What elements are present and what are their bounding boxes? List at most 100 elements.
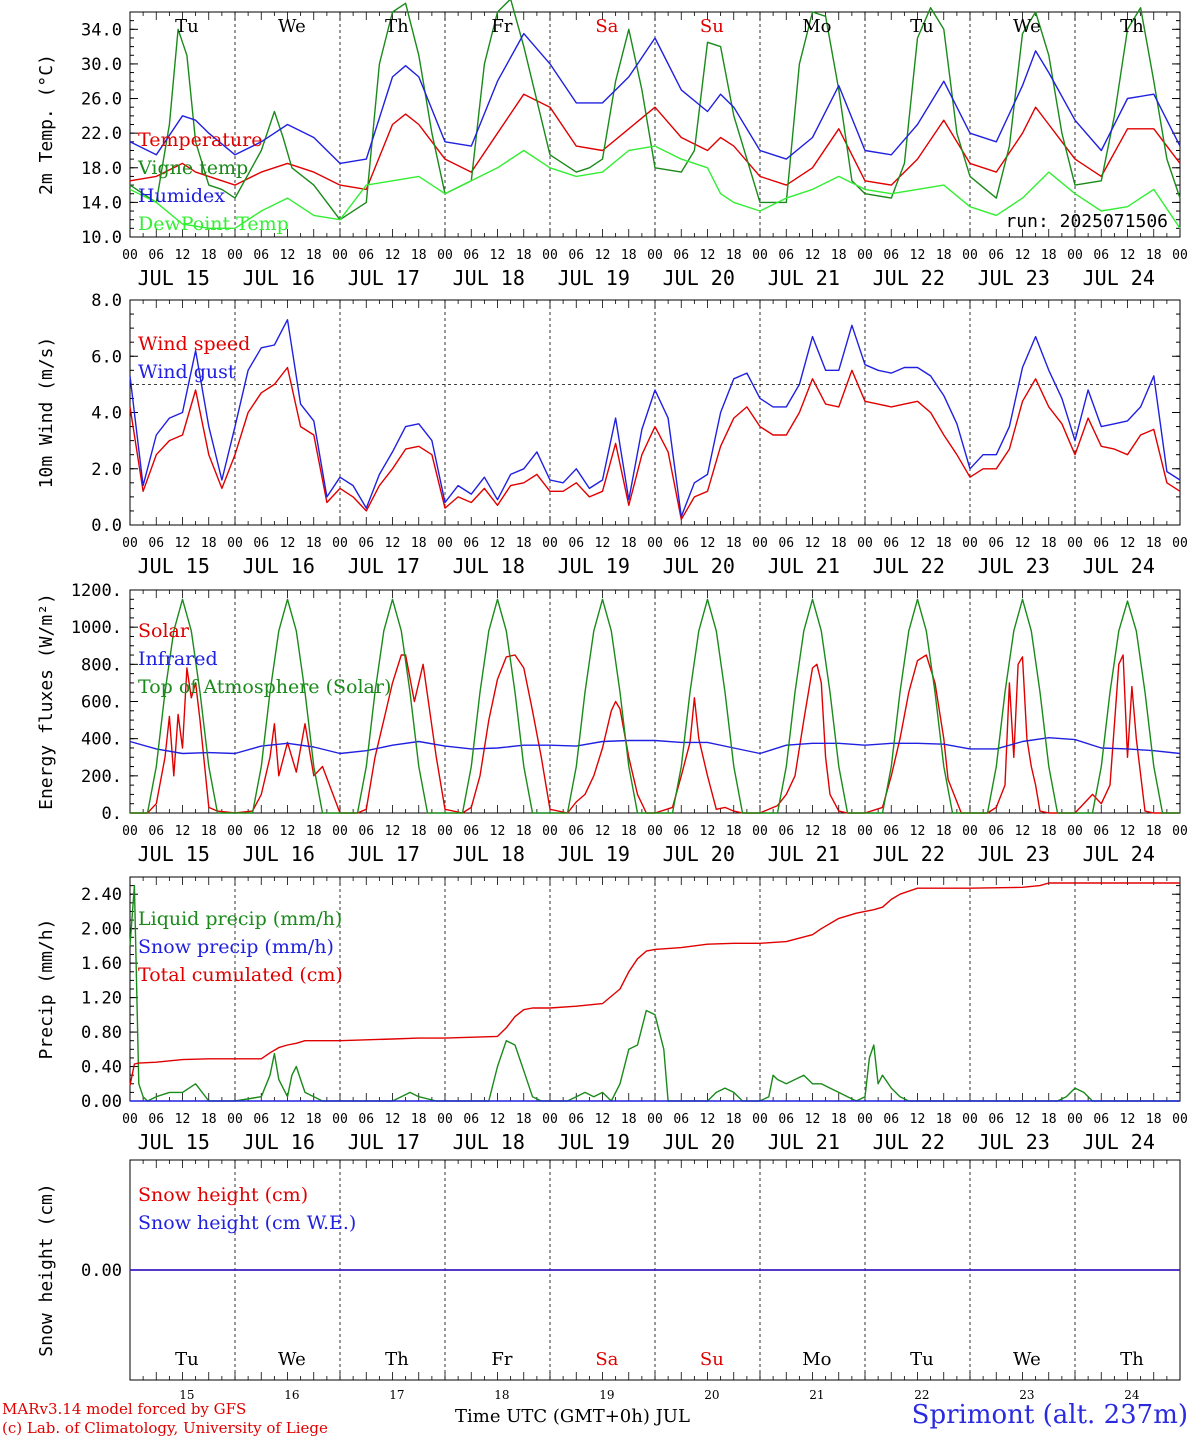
day-number-label: 23	[1019, 1388, 1034, 1402]
hour-tick-label: 00	[437, 1112, 453, 1127]
weekday-label: Tu	[175, 1349, 199, 1370]
legend-entry: Wind gust	[138, 361, 236, 383]
hour-tick-label: 12	[490, 824, 506, 839]
hour-tick-label: 18	[726, 824, 742, 839]
day-number-label: 19	[599, 1388, 614, 1402]
y-tick-label: 8.0	[91, 291, 122, 311]
hour-tick-label: 06	[673, 248, 689, 263]
hour-tick-label: 06	[778, 1112, 794, 1127]
date-label: JUL 16	[243, 554, 315, 578]
y-tick-label: 22.0	[81, 124, 122, 144]
hour-tick-label: 12	[805, 248, 821, 263]
hour-tick-label: 06	[1093, 1112, 1109, 1127]
date-label: JUL 20	[663, 1130, 735, 1154]
panel-snow: 0.00 Snow height (cm) Snow height (cm) Snow…	[36, 1159, 1181, 1402]
day-number-label: 22	[914, 1388, 929, 1402]
hour-tick-label: 00	[857, 824, 873, 839]
date-label: JUL 24	[1083, 1130, 1155, 1154]
hour-tick-label: 18	[621, 824, 637, 839]
date-label: JUL 17	[348, 842, 420, 866]
day-number-label: 15	[179, 1388, 194, 1402]
weekday-label: Mo	[802, 16, 831, 37]
y-tick-label: 800.	[81, 655, 122, 675]
hour-tick-label: 18	[516, 248, 532, 263]
hour-tick-label: 18	[201, 824, 217, 839]
hour-tick-label: 00	[1067, 248, 1083, 263]
hour-tick-label: 06	[253, 536, 269, 551]
date-label: JUL 19	[558, 842, 630, 866]
hour-tick-label: 12	[385, 248, 401, 263]
hour-tick-label: 18	[411, 248, 427, 263]
hour-tick-label: 12	[175, 536, 191, 551]
date-label: JUL 23	[978, 1130, 1050, 1154]
weekday-label: Sa	[595, 1349, 618, 1370]
y-tick-label: 1000.	[71, 618, 122, 638]
hour-tick-label: 18	[201, 536, 217, 551]
hour-tick-label: 00	[647, 824, 663, 839]
hour-tick-label: 18	[936, 536, 952, 551]
hour-tick-label: 18	[936, 824, 952, 839]
hour-tick-label: 06	[883, 824, 899, 839]
y-axis-title: 2m Temp. (°C)	[36, 54, 57, 195]
hour-tick-label: 00	[437, 536, 453, 551]
y-tick-label: 2.40	[81, 885, 122, 905]
hour-tick-label: 00	[962, 248, 978, 263]
series-temperature	[129, 93, 1181, 191]
hour-tick-label: 18	[201, 248, 217, 263]
hour-tick-label: 06	[463, 536, 479, 551]
hour-tick-label: 12	[385, 824, 401, 839]
date-label: JUL 24	[1083, 842, 1155, 866]
date-label: JUL 23	[978, 842, 1050, 866]
date-label: JUL 24	[1083, 266, 1155, 290]
date-label: JUL 20	[663, 842, 735, 866]
hour-tick-label: 18	[726, 1112, 742, 1127]
hour-tick-label: 06	[148, 248, 164, 263]
hour-tick-label: 12	[700, 248, 716, 263]
hour-tick-label: 06	[673, 1112, 689, 1127]
hour-tick-label: 06	[1093, 248, 1109, 263]
weekday-label: We	[278, 16, 306, 37]
hour-tick-label: 00	[542, 536, 558, 551]
date-label: JUL 19	[558, 554, 630, 578]
hour-tick-label: 00	[122, 1112, 138, 1127]
series-wind-gust	[129, 319, 1181, 518]
weekday-label: Th	[385, 1349, 409, 1370]
hour-tick-label: 12	[1120, 824, 1136, 839]
hour-tick-label: 12	[805, 536, 821, 551]
date-label: JUL 17	[348, 266, 420, 290]
legend-entry: Total cumulated (cm)	[138, 964, 343, 986]
hour-tick-label: 06	[568, 248, 584, 263]
hour-tick-label: 06	[568, 824, 584, 839]
date-label: JUL 18	[453, 842, 525, 866]
hour-tick-label: 00	[647, 248, 663, 263]
hour-tick-label: 12	[490, 248, 506, 263]
hour-tick-label: 18	[411, 536, 427, 551]
hour-tick-label: 18	[411, 1112, 427, 1127]
y-tick-label: 14.0	[81, 193, 122, 213]
hour-tick-label: 12	[805, 824, 821, 839]
date-label: JUL 16	[243, 266, 315, 290]
hour-tick-label: 00	[542, 1112, 558, 1127]
hour-tick-label: 12	[700, 1112, 716, 1127]
date-label: JUL 19	[558, 266, 630, 290]
hour-tick-label: 00	[227, 248, 243, 263]
hour-tick-label: 00	[962, 536, 978, 551]
hour-tick-label: 12	[1120, 536, 1136, 551]
hour-tick-label: 18	[936, 1112, 952, 1127]
hour-tick-label: 06	[778, 824, 794, 839]
hour-tick-label: 00	[122, 824, 138, 839]
hour-tick-label: 12	[595, 248, 611, 263]
hour-tick-label: 00	[1172, 1112, 1188, 1127]
panel-precip: 0.00 0.40 0.80 1.20 1.60 2.00 2.40 Precip (mm/h…	[36, 876, 1188, 1154]
hour-tick-label: 18	[516, 824, 532, 839]
hour-tick-label: 18	[516, 536, 532, 551]
weekday-label: Tu	[910, 1349, 934, 1370]
hour-tick-label: 18	[621, 1112, 637, 1127]
date-label: JUL 21	[768, 1130, 840, 1154]
weekday-label: Sa	[595, 16, 618, 37]
hour-tick-label: 12	[280, 824, 296, 839]
hour-tick-label: 18	[831, 248, 847, 263]
hour-tick-label: 06	[253, 824, 269, 839]
hour-tick-label: 06	[988, 536, 1004, 551]
